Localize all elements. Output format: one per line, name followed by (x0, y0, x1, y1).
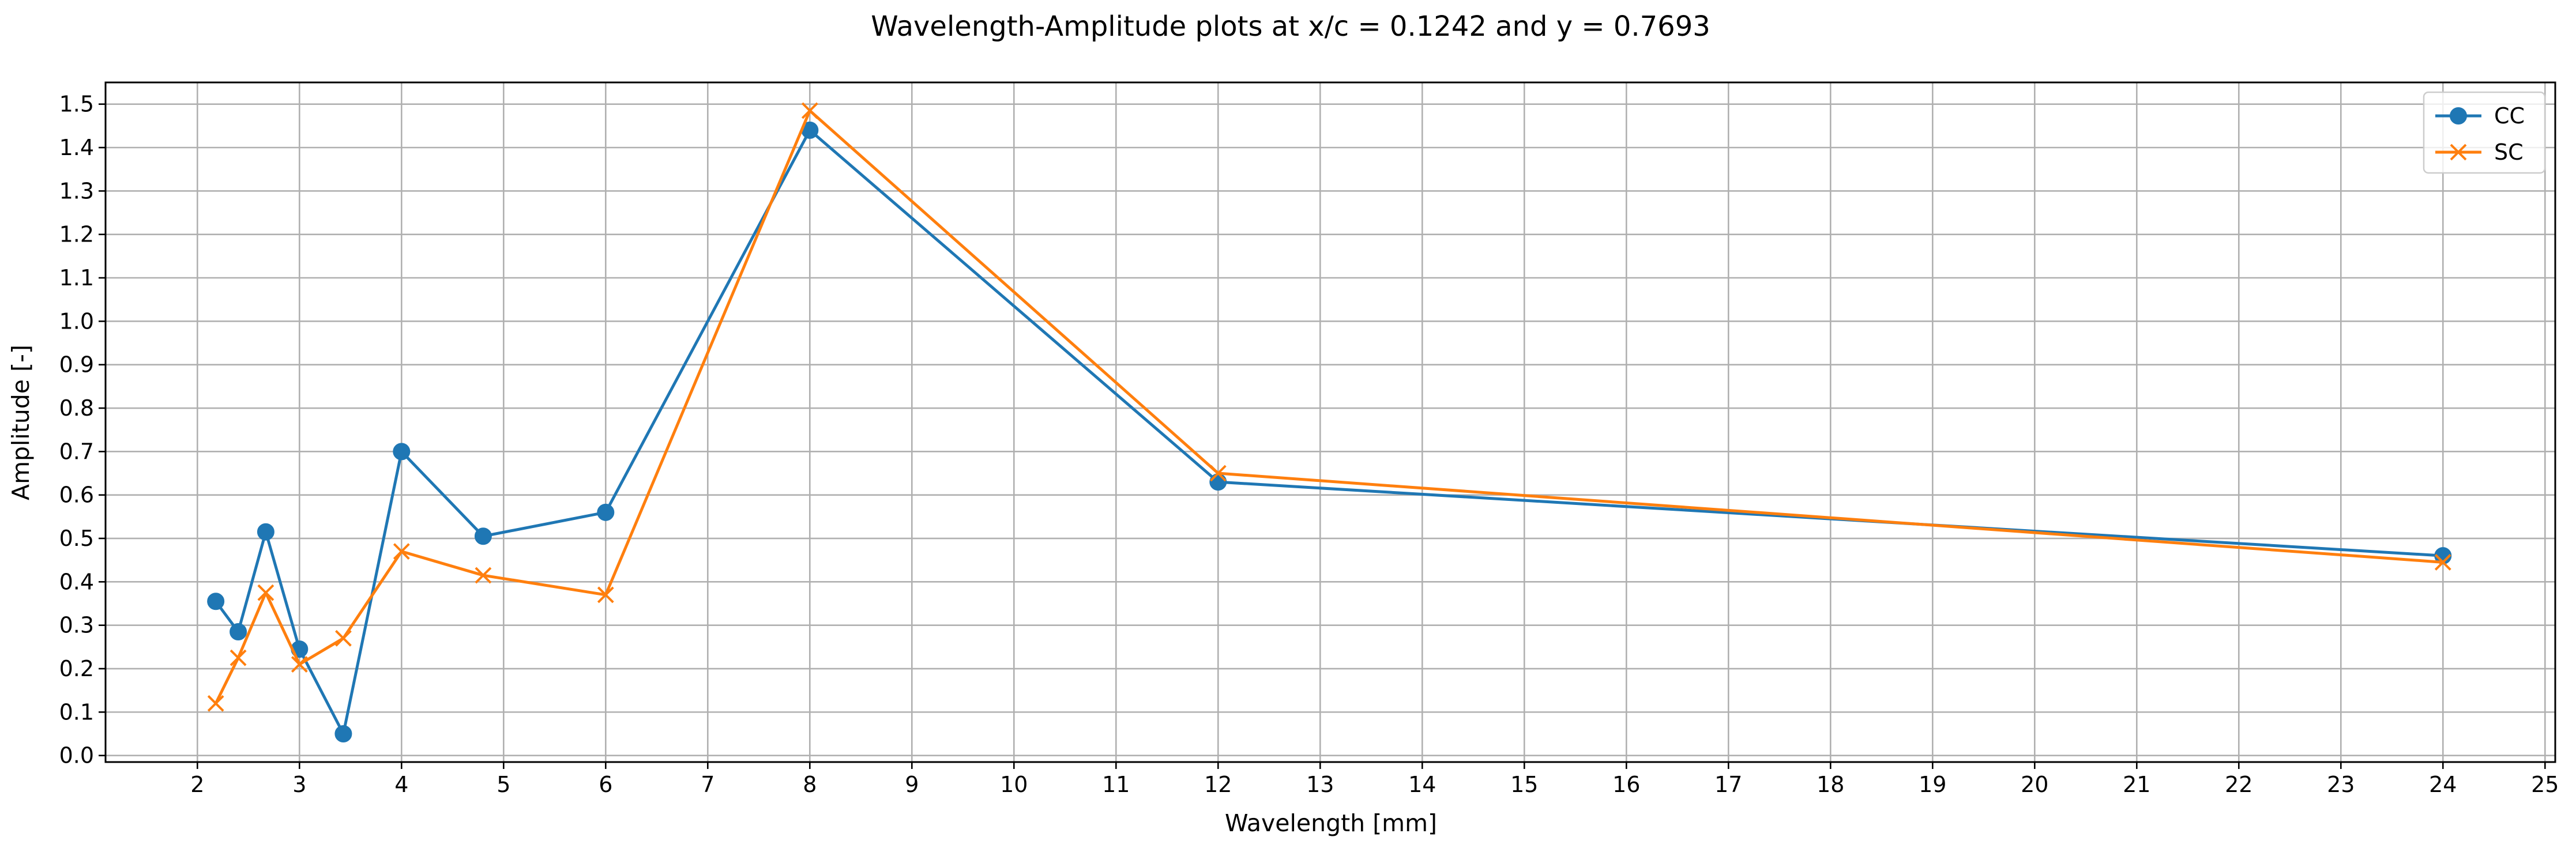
data-point-sc (801, 102, 818, 119)
y-tick-label: 1.4 (59, 135, 94, 160)
y-tick-label: 1.0 (59, 308, 94, 334)
data-point-sc (2434, 554, 2451, 571)
x-tick-label: 2 (190, 772, 204, 797)
legend-label-cc: CC (2494, 103, 2525, 129)
data-point-sc-stroke (801, 102, 818, 119)
x-tick-label: 9 (905, 772, 919, 797)
data-point-sc-stroke (334, 629, 352, 647)
data-point-cc (393, 443, 411, 461)
x-tick-label: 7 (701, 772, 714, 797)
x-tick-label: 16 (1612, 772, 1640, 797)
data-point-sc (393, 543, 410, 560)
x-tick-label: 13 (1306, 772, 1334, 797)
x-tick-label: 8 (803, 772, 817, 797)
y-tick-label: 0.9 (59, 352, 94, 378)
y-tick-label: 1.2 (59, 222, 94, 247)
legend-label-sc: SC (2494, 139, 2524, 165)
legend-entry-sc: SC (2435, 139, 2524, 165)
data-point-sc-stroke (475, 567, 492, 584)
data-point-sc (230, 649, 247, 666)
data-point-sc (1209, 465, 1227, 482)
x-tick-label: 18 (1817, 772, 1844, 797)
x-tick-label: 21 (2123, 772, 2150, 797)
data-point-cc (474, 527, 492, 545)
legend-entry-cc: CC (2435, 103, 2525, 129)
x-tick-label: 23 (2327, 772, 2355, 797)
x-tick-label: 15 (1510, 772, 1538, 797)
y-tick-label: 0.1 (59, 699, 94, 725)
x-tick-label: 14 (1408, 772, 1436, 797)
data-point-cc (1209, 473, 1227, 491)
data-point-sc-stroke (1209, 465, 1227, 482)
data-point-sc-stroke (230, 649, 247, 666)
y-tick-label: 1.1 (59, 265, 94, 291)
grid-lines (106, 82, 2555, 762)
series-layer (207, 102, 2452, 743)
data-point-sc (475, 567, 492, 584)
data-point-sc-stroke (291, 656, 308, 673)
y-tick-label: 0.3 (59, 613, 94, 638)
data-point-sc-stroke (393, 543, 410, 560)
y-tick-label: 0.2 (59, 656, 94, 681)
x-tick-label: 10 (1000, 772, 1028, 797)
y-tick-label: 0.5 (59, 526, 94, 551)
x-tick-label: 19 (1919, 772, 1946, 797)
legend: CC SC (2423, 91, 2546, 174)
x-tick-label: 5 (497, 772, 510, 797)
data-point-cc (334, 725, 352, 743)
x-tick-label: 24 (2429, 772, 2457, 797)
y-tick-label: 1.3 (59, 178, 94, 203)
x-tick-label: 12 (1204, 772, 1232, 797)
chart-title: Wavelength-Amplitude plots at x/c = 0.12… (871, 10, 1710, 43)
data-point-cc (257, 523, 274, 541)
y-tick-label: 0.7 (59, 439, 94, 464)
data-point-sc (207, 695, 224, 712)
data-point-sc (597, 586, 614, 604)
data-point-sc-stroke (597, 586, 614, 604)
data-point-sc-stroke (257, 584, 274, 601)
x-tick-label: 17 (1714, 772, 1742, 797)
y-axis-label: Amplitude [-] (7, 345, 35, 500)
data-point-sc (334, 629, 352, 647)
x-tick-label: 4 (394, 772, 408, 797)
y-tick-label: 0.6 (59, 482, 94, 508)
legend-marker-sc-stroke (2450, 144, 2467, 161)
data-point-cc (597, 503, 615, 521)
x-tick-label: 25 (2531, 772, 2559, 797)
data-point-cc (207, 593, 225, 610)
y-tick-label: 1.5 (59, 92, 94, 117)
axis-ticks: 2 3 4 5 6 7 8 9 10 11 12 13 14 15 16 17 18 19 20 21 22 23 24 25… (59, 92, 2559, 797)
x-tick-label: 11 (1102, 772, 1130, 797)
y-tick-label: 0.8 (59, 395, 94, 421)
x-tick-label: 22 (2225, 772, 2252, 797)
y-tick-label: 0.4 (59, 569, 94, 594)
x-tick-label: 20 (2021, 772, 2048, 797)
x-tick-label: 3 (292, 772, 306, 797)
x-axis-label: Wavelength [mm] (1225, 809, 1437, 837)
data-point-sc-stroke (2434, 554, 2451, 571)
data-point-cc (230, 623, 247, 640)
data-point-sc (291, 656, 308, 673)
legend-marker-cc (2450, 107, 2467, 125)
legend-marker-sc (2450, 144, 2467, 161)
data-point-sc (257, 584, 274, 601)
y-tick-label: 0.0 (59, 743, 94, 768)
series-sc (207, 102, 2451, 712)
legend-box (2423, 91, 2546, 174)
data-point-sc-stroke (207, 695, 224, 712)
x-tick-label: 6 (599, 772, 612, 797)
plot-frame (104, 81, 2556, 763)
